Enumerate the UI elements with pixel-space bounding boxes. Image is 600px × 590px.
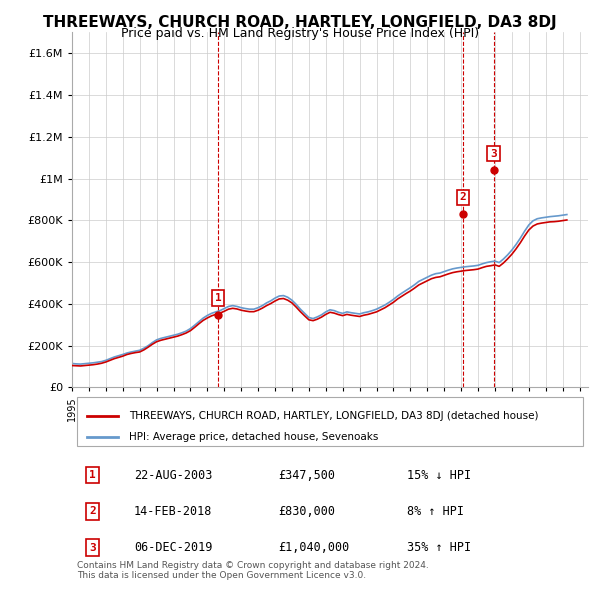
Text: THREEWAYS, CHURCH ROAD, HARTLEY, LONGFIELD, DA3 8DJ: THREEWAYS, CHURCH ROAD, HARTLEY, LONGFIE… xyxy=(43,15,557,30)
Text: £1,040,000: £1,040,000 xyxy=(278,541,350,554)
Text: 15% ↓ HPI: 15% ↓ HPI xyxy=(407,468,472,481)
Text: 2: 2 xyxy=(89,506,96,516)
Text: 14-FEB-2018: 14-FEB-2018 xyxy=(134,505,212,518)
Text: 06-DEC-2019: 06-DEC-2019 xyxy=(134,541,212,554)
Text: 3: 3 xyxy=(89,543,96,553)
FancyBboxPatch shape xyxy=(77,396,583,447)
Text: £830,000: £830,000 xyxy=(278,505,335,518)
Text: 2: 2 xyxy=(460,192,467,202)
Text: 1: 1 xyxy=(89,470,96,480)
Text: 22-AUG-2003: 22-AUG-2003 xyxy=(134,468,212,481)
Text: HPI: Average price, detached house, Sevenoaks: HPI: Average price, detached house, Seve… xyxy=(129,432,378,442)
Text: 8% ↑ HPI: 8% ↑ HPI xyxy=(407,505,464,518)
Text: Contains HM Land Registry data © Crown copyright and database right 2024.
This d: Contains HM Land Registry data © Crown c… xyxy=(77,561,429,581)
Text: 35% ↑ HPI: 35% ↑ HPI xyxy=(407,541,472,554)
Text: 3: 3 xyxy=(490,149,497,159)
Text: Price paid vs. HM Land Registry's House Price Index (HPI): Price paid vs. HM Land Registry's House … xyxy=(121,27,479,40)
Text: THREEWAYS, CHURCH ROAD, HARTLEY, LONGFIELD, DA3 8DJ (detached house): THREEWAYS, CHURCH ROAD, HARTLEY, LONGFIE… xyxy=(129,411,538,421)
Text: £347,500: £347,500 xyxy=(278,468,335,481)
Text: 1: 1 xyxy=(215,293,221,303)
